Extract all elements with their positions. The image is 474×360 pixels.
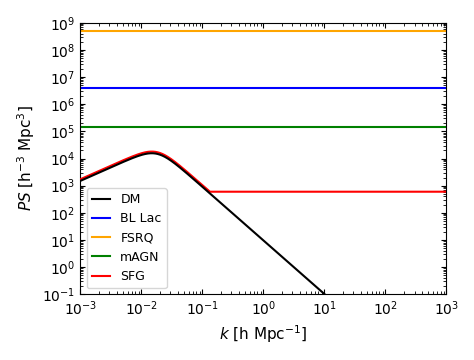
SFG <box>437 190 442 194</box>
DM <box>119 160 125 165</box>
DM <box>234 215 239 219</box>
SFG <box>207 190 213 194</box>
SFG <box>218 190 224 194</box>
Legend: DM, BL Lac, FSRQ, mAGN, SFG: DM, BL Lac, FSRQ, mAGN, SFG <box>87 188 167 288</box>
SFG <box>141 150 146 155</box>
BL Lac <box>261 86 266 90</box>
SFG <box>77 177 83 181</box>
SFG <box>234 190 240 194</box>
SFG <box>119 159 125 163</box>
DM <box>141 152 146 157</box>
SFG <box>149 149 155 154</box>
DM <box>77 179 83 183</box>
FSRQ <box>261 29 266 33</box>
X-axis label: $k$ [h Mpc$^{-1}$]: $k$ [h Mpc$^{-1}$] <box>219 323 308 345</box>
DM <box>218 201 224 205</box>
Line: DM: DM <box>80 153 447 360</box>
Line: SFG: SFG <box>80 152 447 192</box>
Y-axis label: $PS$ [h$^{-3}$ Mpc$^{3}$]: $PS$ [h$^{-3}$ Mpc$^{3}$] <box>15 105 36 211</box>
mAGN <box>261 125 266 129</box>
DM <box>149 151 155 156</box>
SFG <box>444 190 449 194</box>
SFG <box>397 190 403 194</box>
DM <box>397 358 403 360</box>
